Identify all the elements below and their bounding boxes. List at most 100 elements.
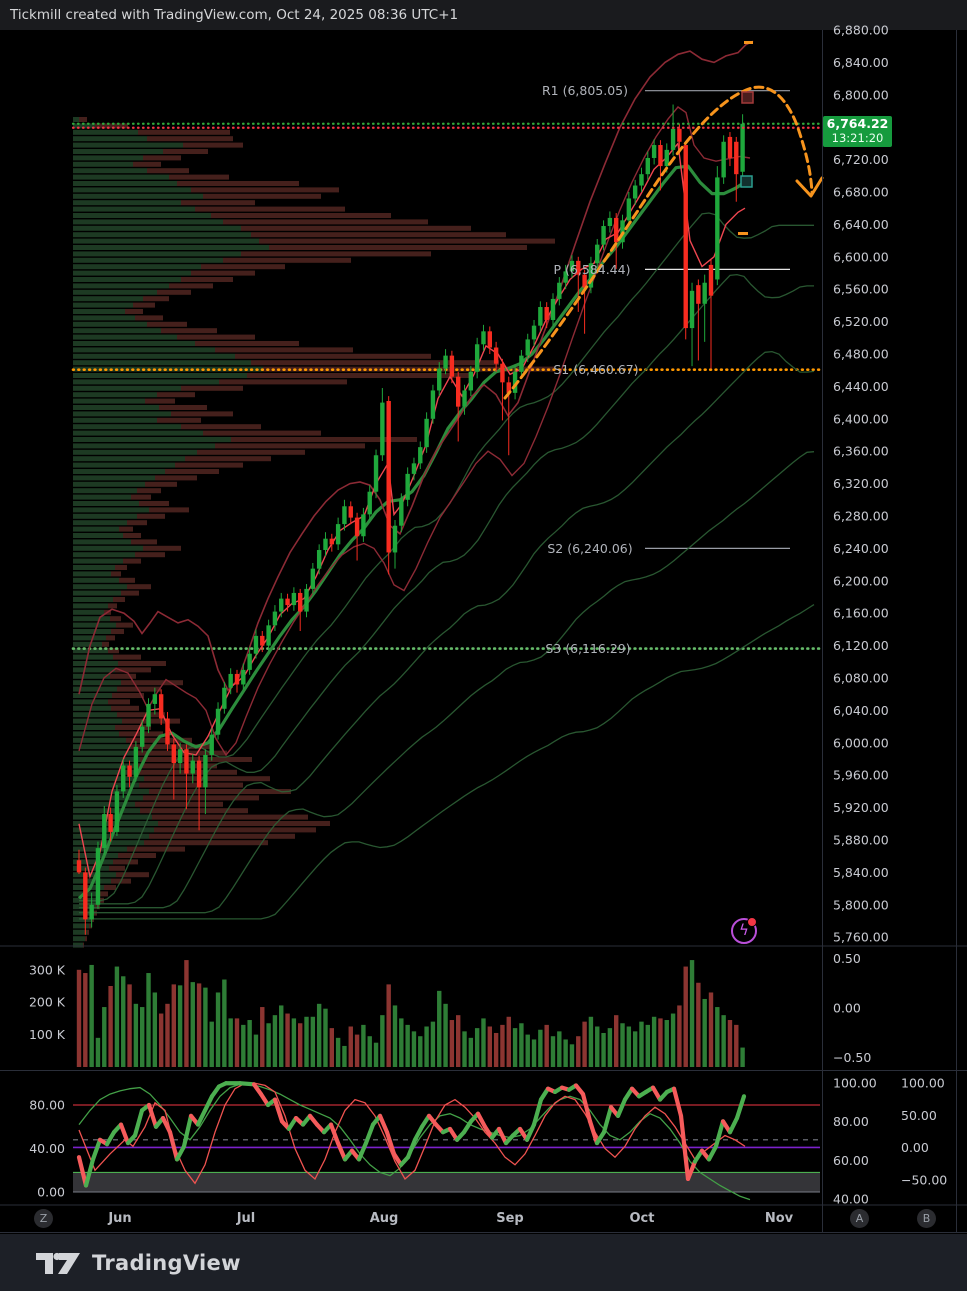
month-label: Jun: [107, 1211, 131, 1226]
price-tick-label: 6,120.00: [833, 638, 889, 653]
tradingview-logo-icon[interactable]: [36, 1248, 80, 1278]
volume-scale[interactable]: 300 K 200 K 100 K 0.50 0.00 −0.50: [29, 951, 871, 1065]
candlestick-series: [76, 104, 745, 935]
price-tick-label: 6,160.00: [833, 606, 889, 621]
price-tick-label: 5,960.00: [833, 768, 889, 783]
osc-b-tick-label: 0.00: [901, 1140, 929, 1155]
pivot-labels: R1 (6,805.05) P (6,584.44) S1 (6,460.67) S2…: [542, 83, 639, 656]
oscillator-pane: [73, 1081, 820, 1201]
scale-a-button-label: A: [855, 1212, 864, 1225]
pivot-label: S3 (6,116.29): [545, 641, 630, 656]
price-tick-label: 6,680.00: [833, 185, 889, 200]
pivot-label: R1 (6,805.05): [542, 83, 628, 98]
price-tick-label: 6,240.00: [833, 541, 889, 556]
volume-tick-label: 100 K: [29, 1027, 66, 1042]
oscillator-scale[interactable]: 80.00 40.00 0.00 100.00 80.00 60.00 40.00 100.0…: [29, 1076, 947, 1207]
osc-left-tick-label: 80.00: [29, 1098, 65, 1113]
osc-a-tick-label: 40.00: [833, 1191, 869, 1206]
attribution-text: Tickmill created with TradingView.com, O…: [10, 7, 459, 23]
price-tick-label: 6,400.00: [833, 411, 889, 426]
oscillator-thin-red: [78, 1082, 746, 1185]
scale-b-button[interactable]: B: [917, 1209, 936, 1228]
price-tick-label: 6,560.00: [833, 282, 889, 297]
ideas-flash-button[interactable]: ϟ: [731, 917, 757, 944]
marker-square: [740, 175, 753, 188]
price-tick-label: 6,360.00: [833, 444, 889, 459]
volume-tick-label: 200 K: [29, 995, 66, 1010]
tradingview-logo-text[interactable]: TradingView: [92, 1250, 241, 1275]
osc-b-tick-label: −50.00: [901, 1173, 947, 1188]
red-inner-band: [78, 106, 751, 757]
osc-a-tick-label: 60.00: [833, 1153, 869, 1168]
timezone-button-label: Z: [39, 1212, 48, 1225]
month-label: Sep: [496, 1211, 524, 1226]
marker-dash: [738, 232, 748, 235]
last-price-badge: 6,764.22 13:21:20: [823, 116, 892, 147]
price-tick-label: 6,320.00: [833, 476, 889, 491]
price-tick-label: 6,800.00: [833, 87, 889, 102]
scale-b-button-label: B: [922, 1212, 931, 1225]
price-tick-label: 6,520.00: [833, 314, 889, 329]
thick-ma-line: [77, 164, 749, 900]
price-tick-label: 6,000.00: [833, 735, 889, 750]
price-tick-label: 6,840.00: [833, 55, 889, 70]
marker-dash: [744, 41, 753, 44]
price-tick-label: 5,840.00: [833, 865, 889, 880]
price-tick-label: 6,880.00: [833, 23, 889, 38]
arrow-head: [795, 176, 824, 198]
price-tick-label: 6,040.00: [833, 703, 889, 718]
month-label: Jul: [236, 1211, 256, 1226]
month-label: Aug: [370, 1211, 399, 1226]
price-tick-label: 6,640.00: [833, 217, 889, 232]
volume-profile: [73, 117, 555, 948]
notification-dot: [747, 917, 757, 927]
pivot-label: P (6,584.44): [554, 262, 631, 277]
red-outer-band: [78, 40, 754, 695]
pivot-label: S1 (6,460.67): [553, 362, 638, 377]
attribution-bar: Tickmill created with TradingView.com, O…: [0, 0, 967, 30]
price-tick-label: 5,800.00: [833, 897, 889, 912]
timezone-button[interactable]: Z: [34, 1209, 53, 1228]
last-price-value: 6,764.22: [826, 116, 889, 131]
pivot-lines: [71, 90, 822, 650]
osc-b-tick-label: 50.00: [901, 1108, 937, 1123]
chart-svg: R1 (6,805.05) P (6,584.44) S1 (6,460.67) S2…: [0, 23, 967, 1233]
osc-left-tick-label: 40.00: [29, 1141, 65, 1156]
volume-right-tick-label: 0.00: [833, 1001, 861, 1016]
projection-arrow: [503, 85, 824, 400]
footer-bar: TradingView: [0, 1234, 967, 1291]
chart-canvas[interactable]: R1 (6,805.05) P (6,584.44) S1 (6,460.67) S2…: [0, 0, 967, 1234]
oscillator-thin-green: [78, 1083, 751, 1201]
oversold-band: [73, 1172, 820, 1192]
price-tick-label: 5,880.00: [833, 833, 889, 848]
osc-left-tick-label: 0.00: [37, 1185, 65, 1200]
price-tick-label: 6,280.00: [833, 509, 889, 524]
osc-a-tick-label: 80.00: [833, 1114, 869, 1129]
osc-b-tick-label: 100.00: [901, 1076, 945, 1091]
osc-a-tick-label: 100.00: [833, 1076, 877, 1091]
price-scale[interactable]: 6,880.006,840.006,800.006,760.006,720.00…: [833, 23, 889, 945]
month-label: Oct: [630, 1211, 655, 1226]
month-label: Nov: [765, 1211, 794, 1226]
price-tick-label: 6,480.00: [833, 347, 889, 362]
last-price-countdown: 13:21:20: [831, 131, 884, 145]
volume-right-tick-label: −0.50: [833, 1050, 871, 1065]
price-tick-label: 5,760.00: [833, 930, 889, 945]
price-tick-label: 6,720.00: [833, 152, 889, 167]
price-tick-label: 6,080.00: [833, 671, 889, 686]
price-tick-label: 5,920.00: [833, 800, 889, 815]
pivot-label: S2 (6,240.06): [547, 541, 632, 556]
current-price-lines: [71, 122, 824, 129]
volume-right-tick-label: 0.50: [833, 951, 861, 966]
pane-separators: [0, 30, 967, 1233]
price-tick-label: 6,600.00: [833, 249, 889, 264]
price-tick-label: 6,200.00: [833, 573, 889, 588]
price-tick-label: 6,440.00: [833, 379, 889, 394]
scale-a-button[interactable]: A: [850, 1209, 869, 1228]
marker-square: [741, 91, 754, 104]
time-axis[interactable]: Jun Jul Aug Sep Oct Nov: [107, 1211, 793, 1226]
volume-tick-label: 300 K: [29, 962, 66, 977]
volume-bars: [76, 960, 745, 1067]
chart-markers: [738, 41, 754, 235]
